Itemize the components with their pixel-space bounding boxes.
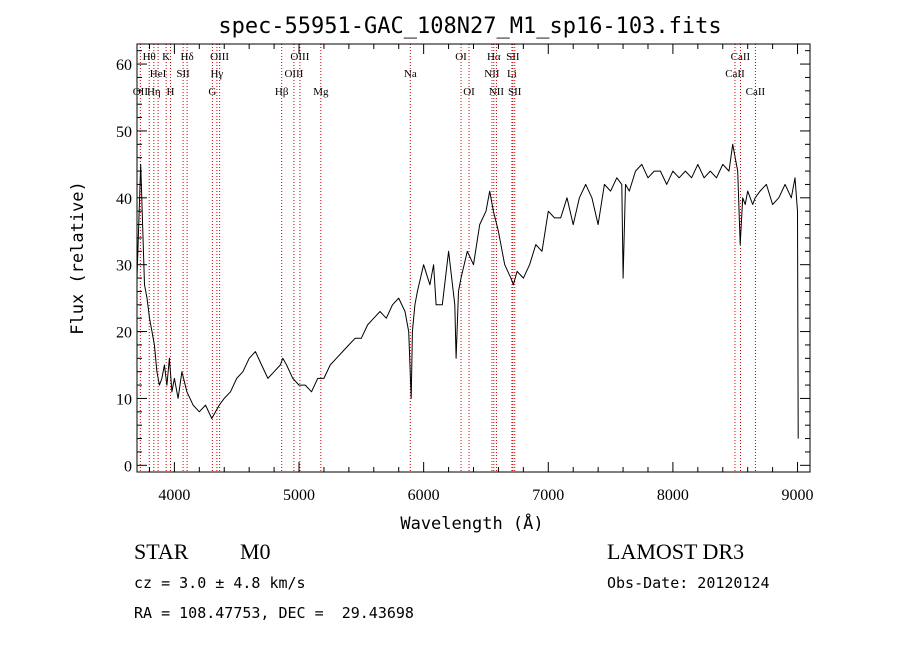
marker-label-18-0: NII [484, 68, 500, 80]
plot-frame [136, 43, 811, 473]
spectrum-series [136, 143, 799, 439]
y-tick-label-30: 30 [116, 258, 132, 275]
marker-label-15-0: Na [404, 68, 417, 80]
series-line-0 [136, 143, 799, 439]
y-tick-label-40: 40 [116, 191, 132, 208]
marker-label-10-0: OIII [210, 51, 229, 63]
chart-title: spec-55951-GAC_108N27_M1_sp16-103.fits [218, 14, 721, 39]
marker-label-23-0: SII [508, 86, 522, 98]
y-tick-label-60: 60 [116, 57, 132, 74]
marker-label-21-0: Li [507, 68, 517, 80]
marker-label-11-0: Hβ [275, 86, 289, 98]
x-tick-label-6000: 6000 [408, 487, 440, 504]
y-axis: 0 10 20 30 40 50 60 [116, 50, 810, 475]
marker-label-17-0: OI [463, 86, 475, 98]
marker-label-2-0: Hη [147, 86, 161, 98]
marker-label-1-0: Hθ [143, 51, 156, 63]
marker-label-25-0: CaII [731, 51, 751, 63]
survey-label: LAMOST DR3 [607, 539, 745, 564]
x-tick-label-5000: 5000 [283, 487, 315, 504]
x-tick-label-7000: 7000 [532, 487, 564, 504]
y-tick-label-20: 20 [116, 325, 132, 342]
marker-label-22-0: SII [506, 51, 520, 63]
marker-label-3-0: HeI [150, 68, 167, 80]
x-axis-label: Wavelength (Å) [400, 512, 543, 534]
marker-label-7-0: Hδ [181, 51, 194, 63]
marker-label-9-0: Hγ [210, 68, 223, 80]
x-tick-label-9000: 9000 [782, 487, 814, 504]
marker-label-26-0: CaII [746, 86, 766, 98]
marker-label-5-0: H [167, 86, 175, 98]
emission-line-markers: OIIHθHηHeIKHSIIHδGHγOIIIHβOIIIOIIIMgNaOI… [133, 44, 766, 472]
marker-label-4-0: K [162, 51, 170, 63]
marker-label-20-0: NII [489, 86, 505, 98]
coordinates: RA = 108.47753, DEC = 29.43698 [134, 604, 414, 622]
marker-label-19-0: Hα [487, 51, 501, 63]
y-tick-label-50: 50 [116, 124, 132, 141]
marker-label-24-0: CaII [725, 68, 745, 80]
marker-label-6-0: SII [176, 68, 190, 80]
marker-label-13-0: OIII [290, 51, 309, 63]
marker-label-16-0: OI [455, 51, 467, 63]
y-tick-label-0: 0 [124, 458, 132, 475]
x-axis: 4000 5000 6000 7000 8000 9000 [148, 44, 814, 504]
obs-date: Obs-Date: 20120124 [607, 574, 770, 592]
marker-label-8-0: G [208, 86, 216, 98]
x-tick-label-4000: 4000 [158, 487, 190, 504]
x-tick-label-8000: 8000 [657, 487, 689, 504]
redshift-readout: cz = 3.0 ± 4.8 km/s [134, 574, 306, 592]
class-label: STAR [134, 539, 189, 564]
subclass-label: M0 [240, 539, 271, 564]
y-tick-label-10: 10 [116, 391, 132, 408]
marker-label-12-0: OIII [284, 68, 303, 80]
marker-label-14-0: Mg [313, 86, 329, 98]
y-axis-label: Flux (relative) [68, 181, 88, 335]
